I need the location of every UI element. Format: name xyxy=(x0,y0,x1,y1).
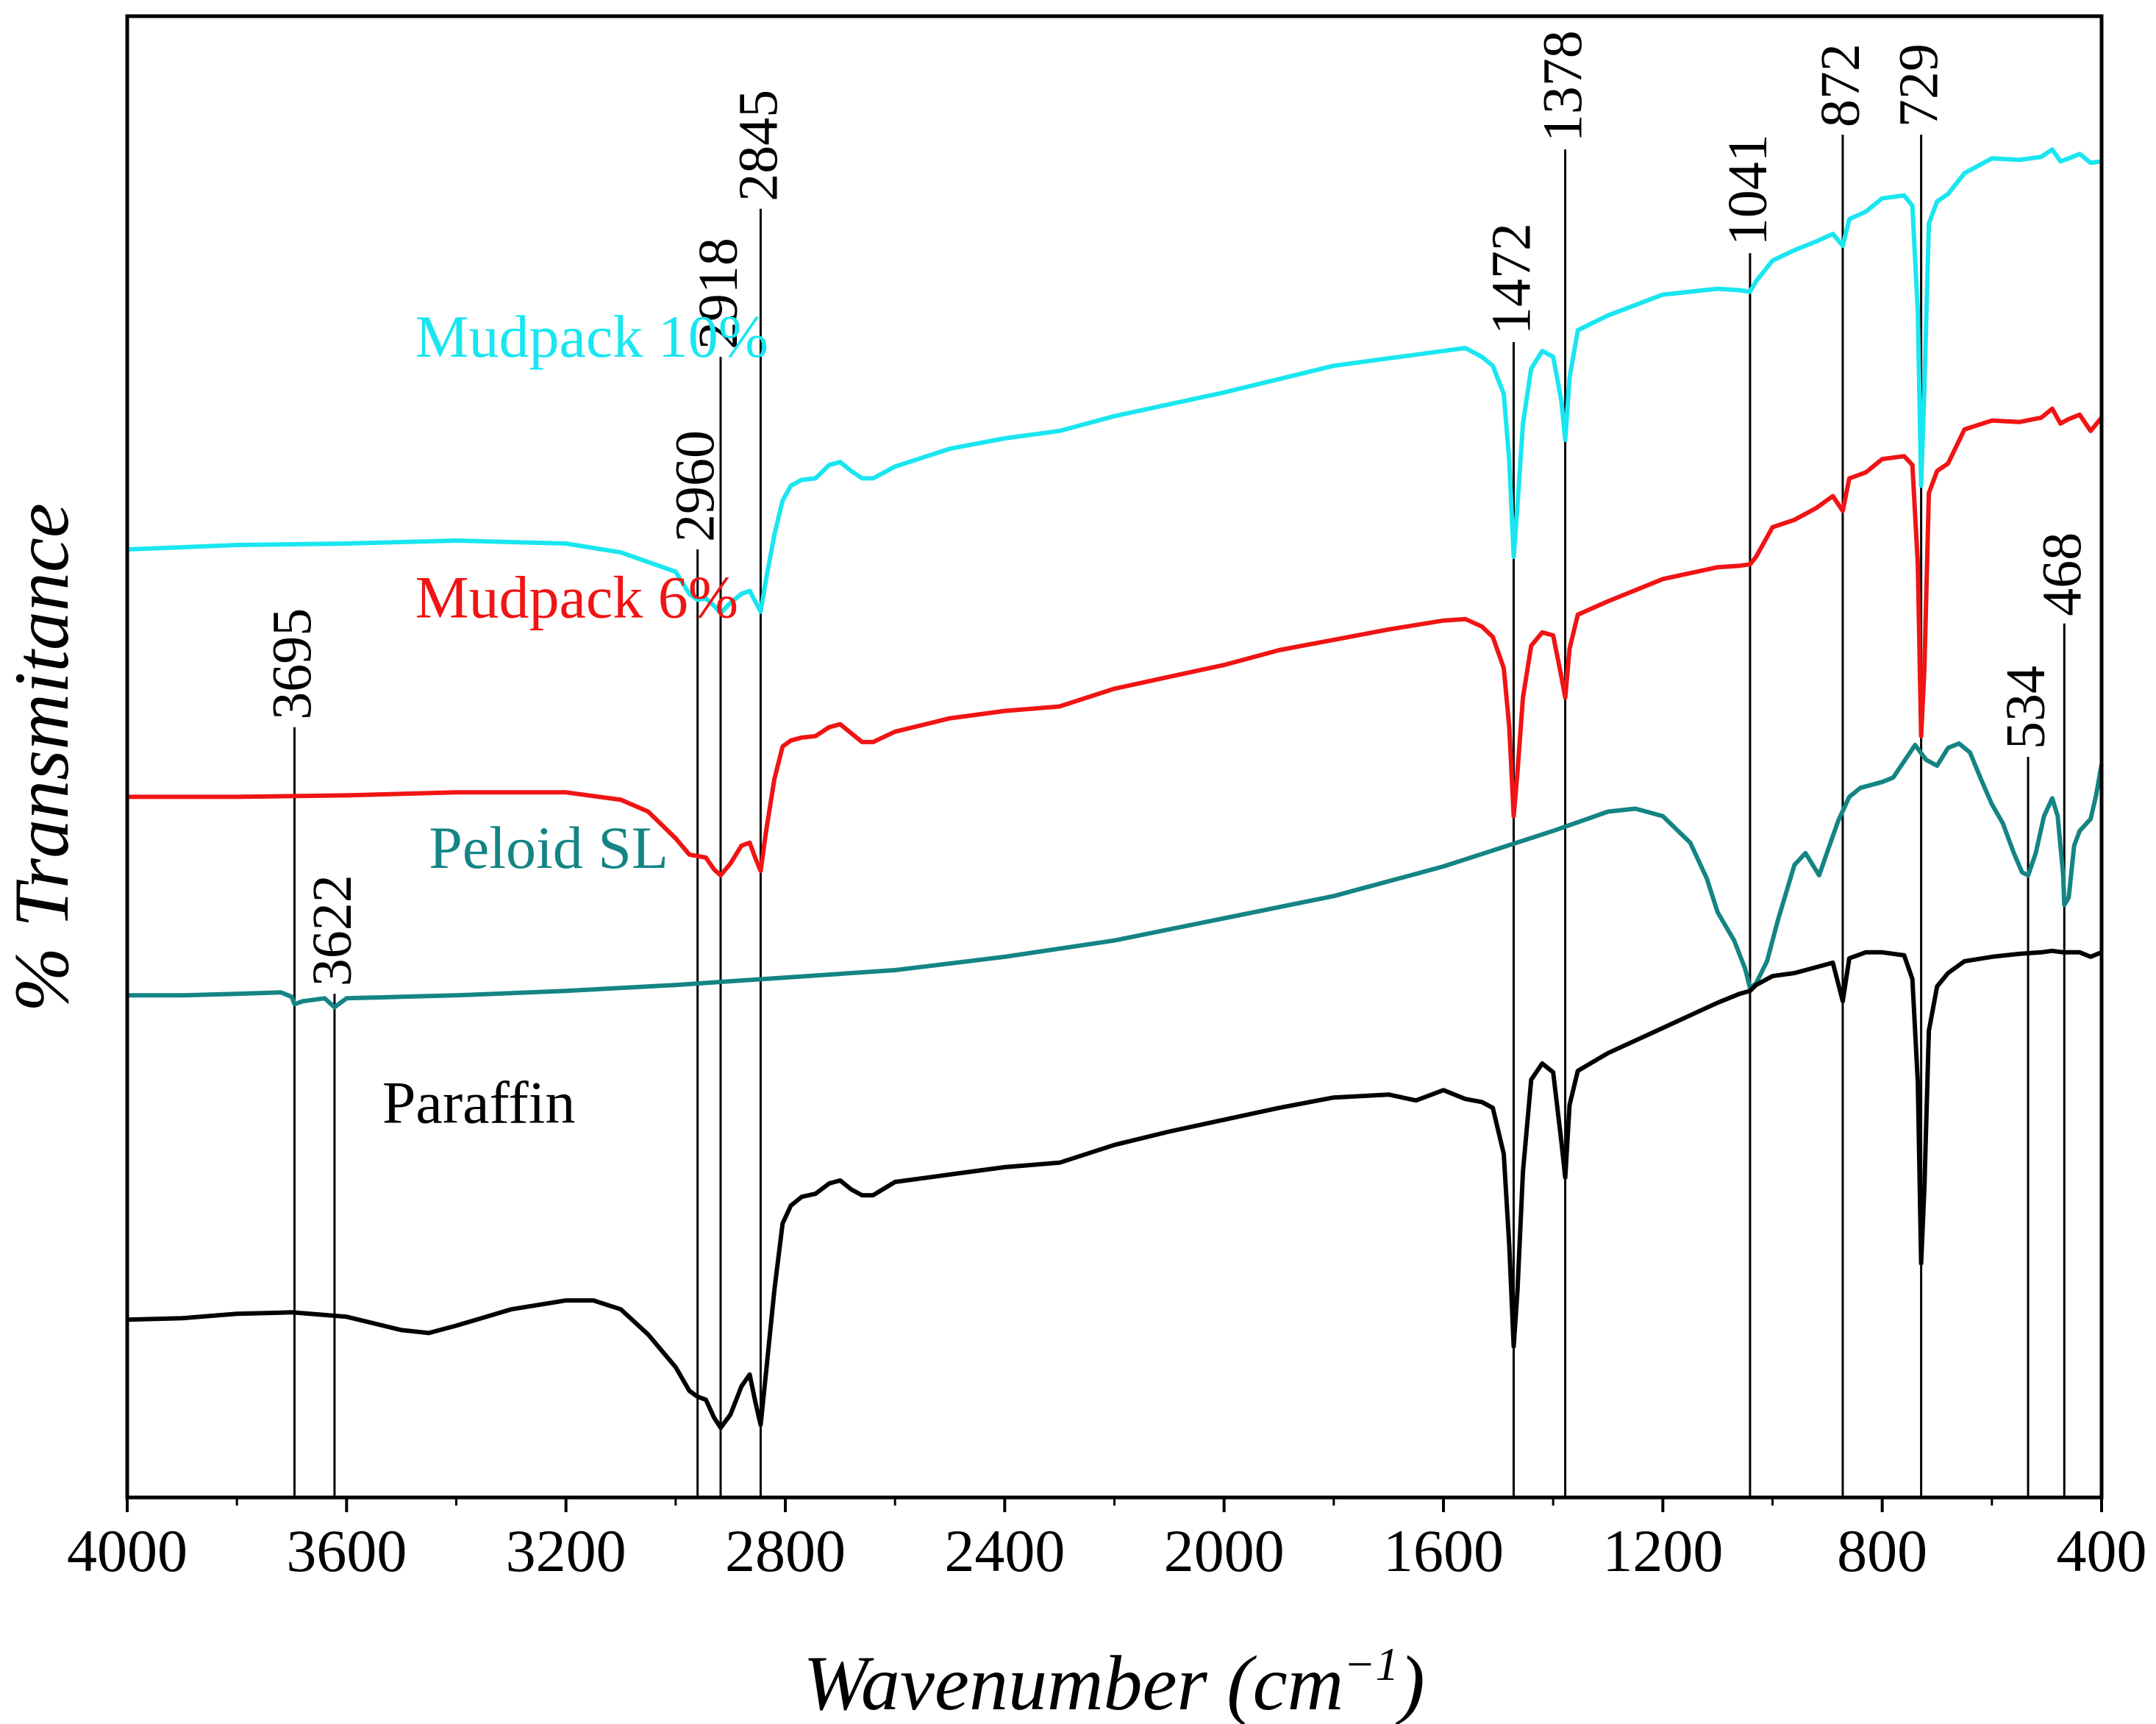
spectra xyxy=(126,147,2104,1431)
series-labels: Mudpack 10% Mudpack 6% Peloid SL Paraffin xyxy=(382,303,768,1136)
peak-label: 534 xyxy=(1995,666,2057,749)
peak-label: 1041 xyxy=(1717,134,1779,246)
peak-label: 1378 xyxy=(1532,30,1594,142)
x-axis-title: Wavenumber (cm−1) xyxy=(803,1638,1424,1724)
x-tick-label: 4000 xyxy=(67,1517,188,1584)
plot-frame xyxy=(125,14,2104,1500)
series-line xyxy=(126,147,2102,616)
x-tick-label: 1200 xyxy=(1602,1517,1723,1584)
series-label: Mudpack 10% xyxy=(415,303,769,370)
series-label: Mudpack 6% xyxy=(415,564,739,631)
x-tick-label: 2400 xyxy=(944,1517,1065,1584)
series-line xyxy=(127,406,2104,878)
x-tick-label: 2800 xyxy=(725,1517,846,1584)
peak-label: 2918 xyxy=(688,238,749,349)
series-line xyxy=(127,741,2104,1010)
x-tick-label: 800 xyxy=(1837,1517,1927,1584)
peak-label: 3622 xyxy=(301,875,363,986)
peak-label: 729 xyxy=(1888,43,1950,127)
x-tick-label: 400 xyxy=(2057,1517,2147,1584)
peak-label: 1472 xyxy=(1480,223,1542,335)
peak-markers: 3695 3622 2960 2918 2845 1472 1378 1041 872 729 53… xyxy=(261,30,2093,1497)
peak-label: 2845 xyxy=(727,90,789,202)
peak-label: 2960 xyxy=(665,430,727,542)
peak-label: 872 xyxy=(1810,43,1871,127)
series-line xyxy=(126,948,2103,1431)
x-tick-label: 1600 xyxy=(1383,1517,1504,1584)
peak-label: 468 xyxy=(2031,532,2093,616)
x-tick-label: 2000 xyxy=(1164,1517,1285,1584)
x-tick-label: 3600 xyxy=(286,1517,407,1584)
series-label: Paraffin xyxy=(382,1069,576,1136)
x-axis: 4000 3600 3200 2800 2400 2000 1600 1200 800 400 xyxy=(67,1497,2147,1584)
peak-label: 3695 xyxy=(261,608,323,720)
x-tick-label: 3200 xyxy=(506,1517,627,1584)
series-label: Peloid SL xyxy=(429,814,668,881)
y-axis-title: % Transmitance xyxy=(0,503,85,1012)
